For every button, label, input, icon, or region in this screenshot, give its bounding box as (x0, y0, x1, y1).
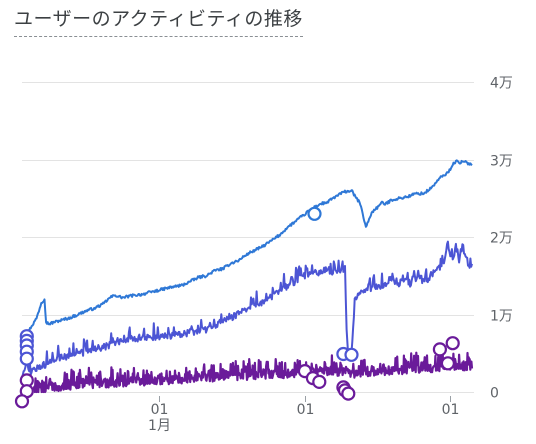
annotation-marker (307, 206, 322, 221)
y-tick-label: 4万 (490, 76, 513, 92)
y-tick-label: 2万 (490, 231, 513, 247)
series-line-1 (21, 159, 473, 351)
annotation-marker (14, 394, 30, 409)
x-tick-label: 01 (297, 402, 315, 418)
annotation-marker (341, 386, 356, 401)
series-line-2 (21, 240, 473, 378)
annotation-marker (344, 347, 359, 362)
annotation-marker (445, 336, 460, 351)
x-tick-sublabel: 1月 (148, 418, 171, 434)
y-tick-label: 1万 (490, 309, 513, 325)
annotation-marker (432, 342, 447, 357)
annotation-marker (19, 351, 34, 366)
annotation-marker (440, 356, 455, 371)
x-tick-label: 01 (442, 402, 460, 418)
x-tick-label: 01 (151, 402, 169, 418)
series-line-3 (20, 351, 474, 394)
chart-title: ユーザーのアクティビティの推移 (14, 4, 303, 37)
y-tick-label: 3万 (490, 154, 513, 170)
annotation-marker (312, 374, 327, 389)
y-tick-label: 0 (490, 386, 499, 402)
